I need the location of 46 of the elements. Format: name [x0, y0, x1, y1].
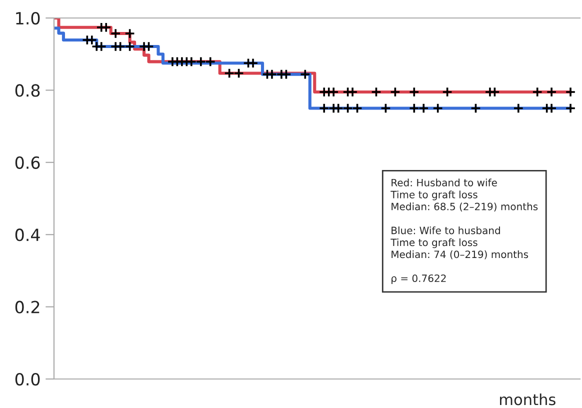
point	[532, 86, 543, 98]
point	[442, 86, 453, 98]
point	[342, 102, 354, 114]
point	[205, 56, 216, 67]
point	[418, 102, 429, 114]
point	[408, 102, 420, 114]
y-tick-label: 0.4	[15, 228, 40, 242]
point	[380, 102, 392, 114]
point	[124, 41, 136, 52]
point	[390, 86, 400, 98]
y-tick-label: 0.2	[15, 300, 40, 314]
point	[513, 102, 524, 114]
point	[565, 86, 576, 98]
point	[333, 102, 344, 114]
y-tick-label: 0.8	[15, 84, 40, 97]
y-tick-label: 0.6	[15, 156, 40, 169]
point	[266, 69, 278, 80]
point	[408, 86, 420, 98]
y-tick-label: 0.0	[15, 372, 40, 386]
point	[224, 68, 235, 79]
point	[432, 102, 444, 114]
point	[347, 86, 358, 98]
text: Red: Husband to wife Time to graft loss Median: 68.5 (2–219) months Blue: Wife to husband Time to graft loss Median: 74 (0–219) months ρ = 0.7622	[390, 178, 538, 284]
point	[546, 86, 557, 98]
point	[546, 102, 557, 114]
point	[186, 56, 197, 67]
point	[352, 102, 363, 114]
point	[86, 34, 98, 46]
point	[234, 68, 244, 79]
point	[248, 58, 258, 68]
point	[328, 86, 339, 98]
point	[124, 28, 136, 39]
point	[96, 41, 107, 52]
point	[196, 56, 206, 67]
point	[370, 86, 382, 98]
point	[489, 86, 500, 98]
point	[100, 22, 112, 33]
y-tick-label: 1.0	[16, 12, 40, 25]
point	[115, 41, 126, 52]
x-axis-title: months	[500, 393, 556, 406]
point	[300, 69, 310, 80]
point	[110, 28, 121, 39]
point	[565, 102, 576, 114]
point	[470, 102, 482, 114]
point	[318, 102, 330, 114]
point	[280, 69, 292, 80]
